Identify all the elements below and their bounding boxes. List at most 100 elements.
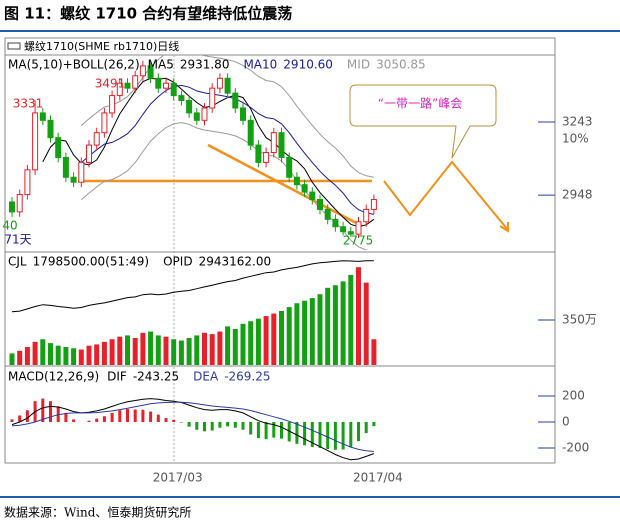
- line: [42, 77, 375, 228]
- macd-bar: [203, 421, 206, 432]
- volume-bar: [40, 339, 46, 365]
- volume-bar: [248, 321, 254, 365]
- macd-bar: [264, 421, 268, 440]
- macd-bar: [341, 421, 345, 450]
- candle-body: [270, 132, 277, 154]
- candle-body: [263, 152, 270, 163]
- macd-bar: [272, 421, 276, 438]
- macd-bar: [133, 409, 137, 422]
- candle-body: [293, 176, 300, 186]
- candle-body: [55, 137, 62, 158]
- volume-bar: [155, 335, 161, 365]
- volume-bar: [317, 294, 323, 365]
- macd-bar: [10, 419, 14, 422]
- macd-bar: [72, 419, 76, 422]
- macd-bar: [249, 421, 253, 435]
- macd-bar: [195, 421, 199, 430]
- macd-bar: [95, 418, 99, 422]
- volume-bar: [63, 346, 69, 365]
- macd-bar: [156, 414, 160, 422]
- macd-bar: [149, 411, 153, 422]
- candle-body: [116, 82, 123, 97]
- candle-body: [224, 77, 231, 94]
- macd-bar: [241, 421, 245, 430]
- readout-name: CJL: [8, 255, 27, 269]
- macd-bar: [333, 421, 337, 450]
- annotation: 40: [2, 219, 17, 233]
- source: 数据来源：Wind、恒泰期货研究所: [4, 505, 191, 520]
- volume-bar: [302, 300, 308, 365]
- volume-bar: [132, 337, 138, 365]
- candle-body: [324, 208, 331, 220]
- line: [11, 260, 374, 313]
- projection: [383, 160, 509, 231]
- legend-value: -243.25: [133, 370, 179, 384]
- callout: [349, 84, 497, 159]
- macd-bar: [210, 421, 214, 431]
- readout-name: OPID: [163, 255, 192, 269]
- legend-name: DIF: [107, 370, 127, 384]
- candle-body: [186, 100, 193, 114]
- volume-bar: [86, 345, 92, 365]
- y-tick-label: 350万: [562, 312, 597, 326]
- volume-bar: [363, 282, 369, 365]
- candle-body: [124, 82, 131, 89]
- y-tick-label: 0: [562, 414, 570, 428]
- volume-bar: [109, 339, 115, 365]
- y-tick-label: -200: [562, 440, 589, 454]
- line: [11, 401, 374, 452]
- volume-bar: [48, 343, 53, 365]
- readout-name: MID: [347, 58, 370, 72]
- macd-bar: [218, 421, 222, 428]
- volume-bar: [286, 307, 292, 365]
- volume-bar: [348, 274, 354, 365]
- candle-body: [247, 119, 254, 146]
- volume-bar: [78, 349, 84, 365]
- volume-bar: [101, 341, 107, 365]
- candle-body: [370, 199, 377, 210]
- volume-bar: [55, 345, 61, 365]
- volume-bar: [325, 287, 331, 365]
- volume-bar: [194, 335, 200, 365]
- volume-bar: [332, 285, 338, 365]
- volume-bar: [125, 335, 130, 365]
- volume-bar: [117, 336, 123, 365]
- candle-body: [355, 221, 362, 235]
- macd-bar: [372, 421, 376, 427]
- plot: [9, 55, 377, 250]
- readout-value: 2931.80: [180, 58, 230, 72]
- candle-body: [363, 208, 370, 223]
- macd-bar: [25, 410, 29, 422]
- candle-body: [209, 87, 216, 109]
- volume-bar: [225, 326, 231, 365]
- readout-value: 2943162.00: [199, 255, 272, 269]
- annotation: 3331: [13, 97, 44, 111]
- macd-bar: [349, 421, 353, 448]
- volume-bar: [255, 318, 261, 365]
- annotation: 3491: [95, 77, 126, 91]
- macd-bar: [318, 421, 322, 448]
- volume-bar: [309, 298, 315, 365]
- volume-bar: [9, 353, 15, 365]
- volume-bar: [171, 339, 177, 365]
- macd-bar: [141, 409, 145, 422]
- legend-name: DEA: [193, 370, 219, 384]
- volume-bar: [178, 340, 184, 365]
- candle-body: [86, 144, 92, 163]
- macd-bar: [110, 412, 114, 422]
- candle-body: [39, 112, 46, 121]
- annotation: 10%: [562, 132, 589, 146]
- volume-bar: [217, 331, 223, 365]
- candle-body: [132, 75, 139, 89]
- candle-body: [101, 112, 108, 134]
- line: [11, 398, 375, 461]
- macd-bar: [102, 416, 106, 422]
- candle-body: [93, 132, 100, 146]
- candle-body: [24, 169, 31, 196]
- projection-arrow: [499, 222, 509, 233]
- volume-bar: [294, 303, 300, 365]
- candle-body: [47, 119, 54, 139]
- macd-bar: [164, 418, 168, 422]
- volume-bar: [148, 331, 154, 365]
- indicator: MACD(12,26,9): [8, 370, 99, 384]
